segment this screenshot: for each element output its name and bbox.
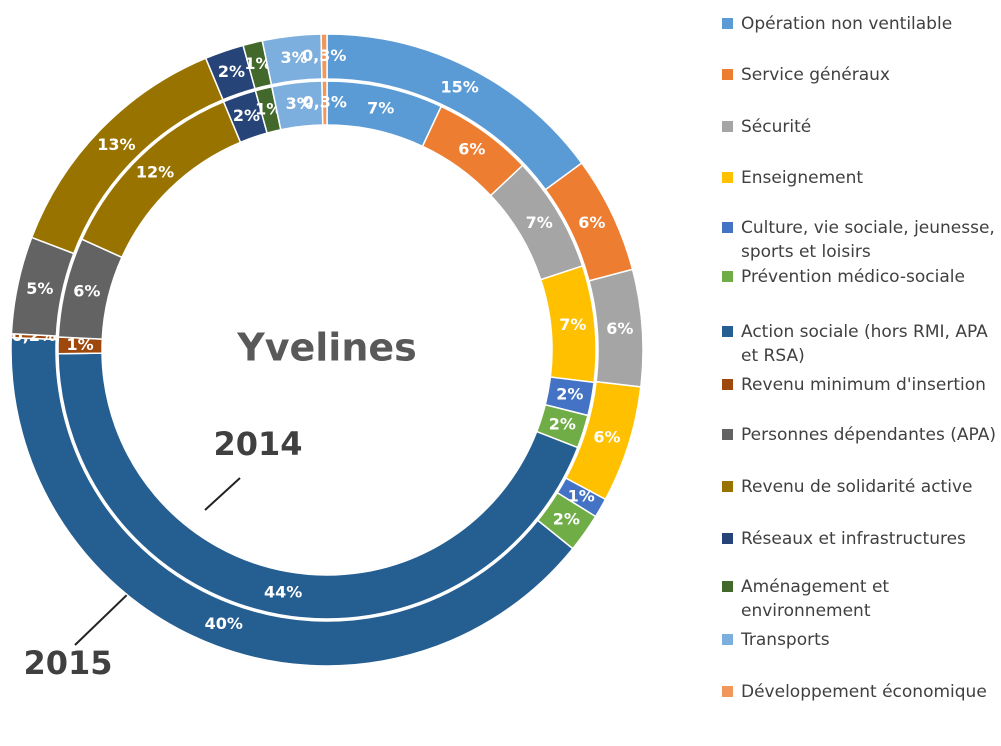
data-label: 1% [66, 335, 93, 354]
legend-item: Réseaux et infrastructures [722, 527, 997, 551]
data-label: 6% [578, 213, 605, 232]
data-label: 7% [526, 213, 553, 232]
legend-label: Personnes dépendantes (APA) [741, 425, 996, 445]
chart: Yvelines 2014 2015 15%6%6%6%1%2%40%0,2%5… [10, 33, 644, 682]
data-label: 40% [205, 614, 243, 633]
legend-swatch [722, 69, 733, 80]
ring-label: 2015 [23, 644, 112, 682]
legend-label: Transports [741, 630, 830, 650]
legend-label: Service généraux [741, 65, 890, 85]
legend-swatch [722, 581, 733, 592]
donut-segment [320, 33, 328, 80]
legend-label: Prévention médico-sociale [741, 267, 965, 287]
data-label: 0,3% [302, 93, 346, 112]
legend-swatch [722, 271, 733, 282]
legend-item: Action sociale (hors RMI, APA et RSA) [722, 320, 997, 368]
legend-label: Réseaux et infrastructures [741, 529, 966, 549]
legend-label: Action sociale (hors RMI, APA et RSA) [741, 322, 988, 366]
legend-swatch [722, 379, 733, 390]
data-label: 2% [556, 385, 583, 404]
legend-item: Revenu minimum d'insertion [722, 373, 997, 397]
legend-swatch [722, 533, 733, 544]
legend-label: Aménagement et environnement [741, 577, 890, 621]
pointer [74, 589, 133, 646]
data-label: 6% [593, 428, 620, 447]
legend-item: Culture, vie sociale, jeunesse, sports e… [722, 216, 997, 264]
legend-item: Revenu de solidarité active [722, 475, 997, 499]
legend-item: Opération non ventilable [722, 12, 997, 36]
pointer [204, 477, 241, 511]
legend-swatch [722, 172, 733, 183]
data-label: 6% [458, 139, 485, 158]
donut-segment [10, 336, 574, 667]
data-label: 2% [553, 509, 580, 528]
data-label: 15% [440, 78, 478, 97]
legend-label: Enseignement [741, 168, 864, 188]
data-label: 2% [233, 106, 260, 125]
legend-item: Enseignement [722, 166, 997, 190]
data-label: 44% [264, 583, 302, 602]
legend-swatch [722, 121, 733, 132]
legend-item: Sécurité [722, 115, 997, 139]
data-label: 5% [26, 279, 53, 298]
legend-swatch [722, 634, 733, 645]
legend-label: Revenu minimum d'insertion [741, 375, 986, 395]
legend-swatch [722, 326, 733, 337]
legend-item: Transports [722, 628, 997, 652]
data-label: 0,3% [302, 46, 346, 65]
data-label: 3% [280, 48, 307, 67]
chart-title: Yvelines [236, 326, 417, 370]
legend-item: Service généraux [722, 63, 997, 87]
data-label: 12% [136, 162, 174, 181]
data-label: 2% [218, 62, 245, 81]
legend-label: Sécurité [741, 117, 812, 137]
data-label: 7% [367, 98, 394, 117]
legend-item: Développement économique [722, 680, 997, 704]
donut-segment [57, 352, 579, 620]
data-label: 2% [549, 415, 576, 434]
legend-item: Personnes dépendantes (APA) [722, 423, 997, 447]
legend-item: Aménagement et environnement [722, 575, 997, 623]
data-label: 3% [286, 94, 313, 113]
legend-swatch [722, 18, 733, 29]
legend-swatch [722, 481, 733, 492]
data-label: 6% [606, 319, 633, 338]
legend-label: Culture, vie sociale, jeunesse, sports e… [741, 218, 995, 262]
legend-swatch [722, 686, 733, 697]
legend-swatch [722, 429, 733, 440]
legend-label: Opération non ventilable [741, 14, 953, 34]
data-label: 13% [97, 135, 135, 154]
data-label: 1% [568, 486, 595, 505]
data-label: 1% [244, 54, 271, 73]
legend-item: Prévention médico-sociale [722, 265, 997, 289]
legend-label: Revenu de solidarité active [741, 477, 973, 497]
data-label: 6% [73, 282, 100, 301]
data-label: 7% [559, 315, 586, 334]
donut-segment [321, 80, 328, 126]
legend-label: Développement économique [741, 682, 987, 702]
ring-label: 2014 [213, 425, 302, 463]
legend-swatch [722, 222, 733, 233]
